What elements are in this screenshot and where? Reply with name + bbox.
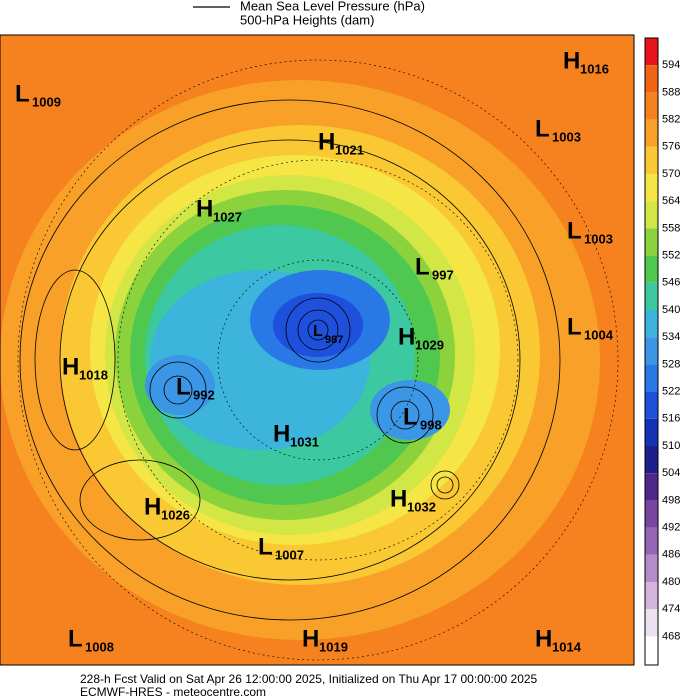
colorbar-label: 492 bbox=[662, 522, 680, 534]
colorbar-segment bbox=[645, 446, 658, 474]
colorbar-segment bbox=[645, 255, 658, 283]
fill-zone bbox=[273, 293, 363, 357]
colorbar-segment bbox=[645, 174, 658, 202]
center-value: 1032 bbox=[407, 499, 436, 514]
center-letter: L bbox=[415, 253, 430, 280]
center-letter: L bbox=[313, 323, 323, 340]
legend-line-label: Mean Sea Level Pressure (hPa) bbox=[240, 0, 425, 13]
colorbar-label: 480 bbox=[662, 576, 680, 588]
center-letter: H bbox=[398, 323, 415, 350]
center-value: 1027 bbox=[213, 209, 242, 224]
center-value: 1026 bbox=[161, 507, 190, 522]
colorbar-label: 558 bbox=[662, 222, 680, 234]
center-letter: H bbox=[390, 485, 407, 512]
colorbar-segment bbox=[645, 636, 658, 665]
colorbar-segment bbox=[645, 201, 658, 229]
center-value: 1007 bbox=[275, 547, 304, 562]
center-letter: L bbox=[176, 373, 191, 400]
colorbar-segment bbox=[645, 337, 658, 365]
colorbar-segment bbox=[645, 38, 658, 66]
center-value: 1019 bbox=[319, 639, 348, 654]
footer-line: ECMWF-HRES - meteocentre.com bbox=[80, 685, 266, 699]
latitude-circles bbox=[17, 59, 619, 661]
center-value: 998 bbox=[420, 417, 442, 432]
colorbar-segment bbox=[645, 65, 658, 93]
colorbar-label: 540 bbox=[662, 304, 680, 316]
colorbar-segment bbox=[645, 119, 658, 147]
colorbar-label: 594 bbox=[662, 59, 680, 71]
colorbar: 594 588 582 576 570 564 558 552 546 540 534 528 522 5… bbox=[644, 37, 680, 666]
contours bbox=[19, 99, 561, 621]
colorbar-label: 522 bbox=[662, 386, 680, 398]
colorbar-frame bbox=[644, 37, 659, 666]
colorbar-label: 582 bbox=[662, 114, 680, 126]
colorbar-segment bbox=[645, 527, 658, 555]
map-frame bbox=[0, 34, 635, 666]
center-value: 1009 bbox=[32, 94, 61, 109]
center-letter: L bbox=[15, 80, 30, 107]
map-area bbox=[0, 34, 635, 666]
center-value: 992 bbox=[193, 387, 215, 402]
colorbar-label: 576 bbox=[662, 141, 680, 153]
center-letter: H bbox=[144, 493, 161, 520]
colorbar-segment bbox=[645, 391, 658, 419]
colorbar-segment bbox=[645, 500, 658, 528]
center-letter: H bbox=[535, 625, 552, 652]
center-value: 1003 bbox=[552, 129, 581, 144]
center-value: 997 bbox=[432, 267, 454, 282]
center-letter: L bbox=[403, 403, 418, 430]
center-value: 1029 bbox=[415, 337, 444, 352]
colorbar-segment bbox=[645, 310, 658, 338]
center-letter: H bbox=[302, 625, 319, 652]
colorbar-label: 534 bbox=[662, 331, 680, 343]
colorbar-segment bbox=[645, 473, 658, 501]
center-letter: L bbox=[68, 625, 83, 652]
colorbar-label: 504 bbox=[662, 467, 680, 479]
colorbar-segment bbox=[645, 228, 658, 256]
center-value: 1016 bbox=[580, 61, 609, 76]
colorbar-label: 468 bbox=[662, 630, 680, 642]
center-letter: H bbox=[62, 353, 79, 380]
footer-line: 228-h Fcst Valid on Sat Apr 26 12:00:00 … bbox=[80, 672, 538, 686]
center-letter: H bbox=[273, 420, 290, 447]
colorbar-segment bbox=[645, 282, 658, 310]
center-value: 1014 bbox=[552, 639, 582, 654]
colorbar-segment bbox=[645, 146, 658, 174]
center-letter: L bbox=[567, 313, 582, 340]
colorbar-segment bbox=[645, 554, 658, 582]
colorbar-label: 546 bbox=[662, 277, 680, 289]
colorbar-segment bbox=[645, 364, 658, 392]
center-letter: H bbox=[196, 195, 213, 222]
colorbar-label: 570 bbox=[662, 168, 680, 180]
center-value: 1008 bbox=[85, 639, 114, 654]
center-letter: L bbox=[258, 533, 273, 560]
center-value: 1018 bbox=[79, 367, 108, 382]
fill-zone bbox=[370, 380, 450, 440]
colorbar-label: 474 bbox=[662, 603, 680, 615]
center-letter: L bbox=[567, 217, 582, 244]
colorbar-segment bbox=[645, 582, 658, 610]
colorbar-label: 516 bbox=[662, 413, 680, 425]
colorbar-segment bbox=[645, 609, 658, 637]
colorbar-label: 486 bbox=[662, 549, 680, 561]
colorbar-label: 552 bbox=[662, 250, 680, 262]
center-value: 1021 bbox=[335, 142, 364, 157]
center-value: 1004 bbox=[584, 327, 614, 342]
center-letter: H bbox=[318, 128, 335, 155]
colorbar-segment bbox=[645, 418, 658, 446]
legend-fill-label: 500-hPa Heights (dam) bbox=[240, 12, 374, 27]
colorbar-label: 498 bbox=[662, 494, 680, 506]
center-letter: H bbox=[563, 47, 580, 74]
center-letter: L bbox=[535, 115, 550, 142]
colorbar-segment bbox=[645, 92, 658, 120]
colorbar-label: 588 bbox=[662, 86, 680, 98]
colorbar-label: 528 bbox=[662, 358, 680, 370]
center-value: 1003 bbox=[584, 231, 613, 246]
center-value: 987 bbox=[325, 334, 343, 346]
colorbar-label: 564 bbox=[662, 195, 680, 207]
center-value: 1031 bbox=[290, 434, 319, 449]
colorbar-label: 510 bbox=[662, 440, 680, 452]
